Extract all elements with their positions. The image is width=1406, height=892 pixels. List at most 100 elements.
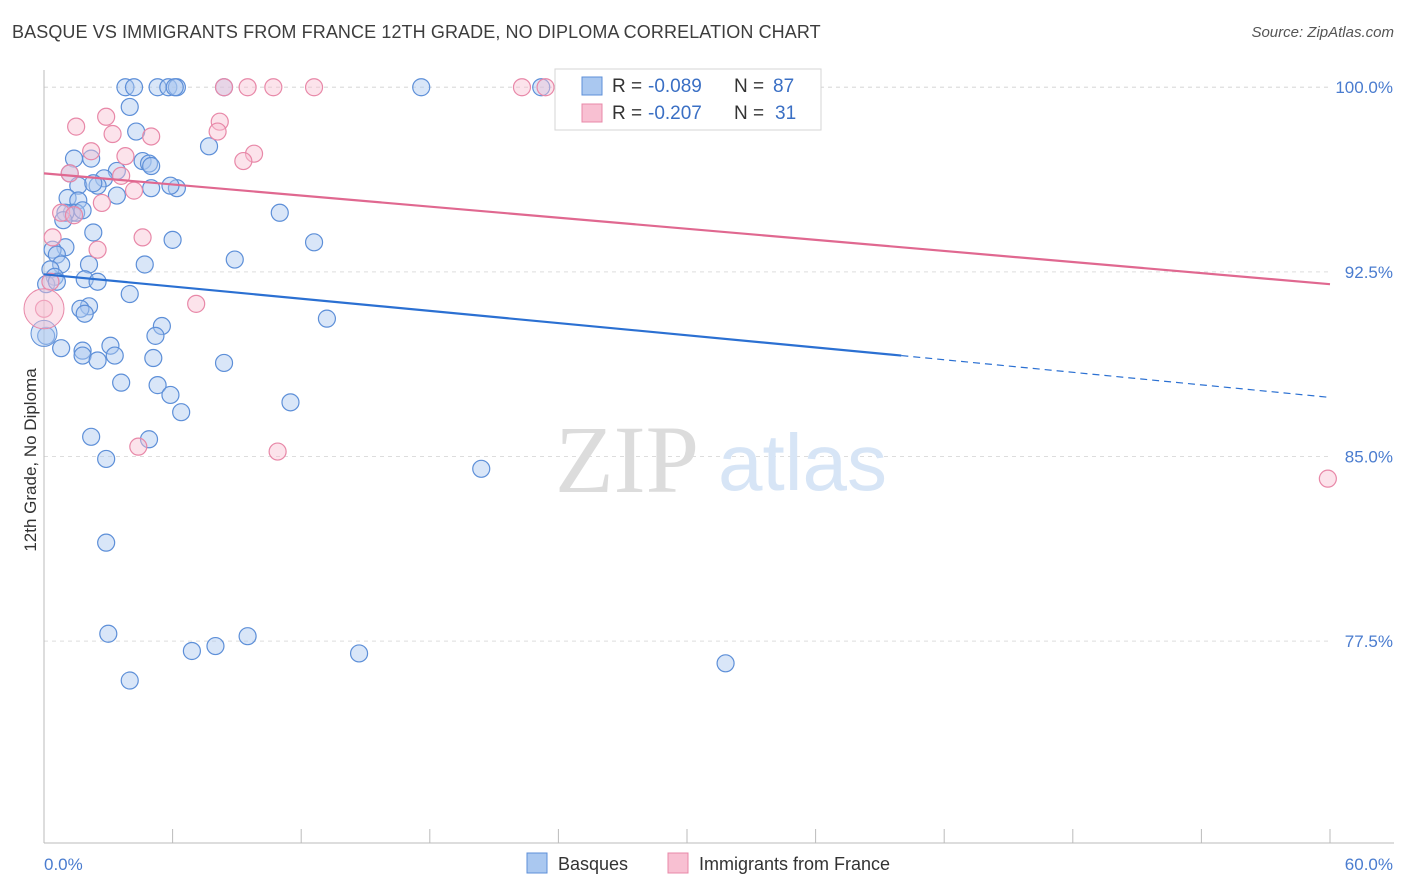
legend-n-label-2: N = bbox=[734, 103, 764, 124]
point-france bbox=[133, 228, 152, 247]
series-france bbox=[23, 78, 1337, 488]
watermark-zip: ZIP bbox=[555, 406, 699, 513]
point-basques bbox=[532, 78, 551, 97]
point-basques bbox=[97, 449, 116, 469]
legend-r-label-2: R = bbox=[612, 103, 642, 124]
point-basques bbox=[161, 385, 180, 405]
point-france bbox=[129, 437, 148, 456]
point-france bbox=[264, 78, 283, 97]
point-france bbox=[43, 228, 62, 247]
legend-r-value-1: -0.089 bbox=[648, 76, 702, 97]
y-tick-labels: 100.0% 92.5% 85.0% 77.5% bbox=[1335, 78, 1393, 651]
point-basques bbox=[97, 533, 116, 552]
point-france bbox=[97, 107, 116, 126]
point-basques bbox=[82, 427, 101, 446]
point-basques bbox=[270, 203, 289, 222]
y-axis-label: 12th Grade, No Diploma bbox=[21, 368, 40, 552]
point-basques bbox=[75, 304, 94, 323]
point-basques bbox=[88, 272, 107, 291]
point-france bbox=[1318, 469, 1337, 488]
point-france bbox=[536, 78, 555, 97]
point-basques bbox=[144, 348, 163, 368]
point-basques bbox=[120, 97, 139, 117]
point-france bbox=[187, 294, 206, 313]
point-france bbox=[238, 78, 257, 97]
point-basques bbox=[146, 326, 165, 345]
series-basques bbox=[30, 78, 772, 690]
point-basques bbox=[165, 78, 184, 97]
point-basques bbox=[84, 223, 103, 242]
point-france bbox=[82, 142, 101, 161]
point-france bbox=[34, 299, 54, 318]
gridlines bbox=[44, 86, 1330, 642]
legend-n-label-1: N = bbox=[734, 76, 764, 97]
x-tick-label-left: 0.0% bbox=[44, 855, 83, 874]
bottom-legend-label-basques: Basques bbox=[558, 854, 628, 874]
y-tick-label: 77.5% bbox=[1345, 632, 1393, 651]
point-basques bbox=[163, 230, 182, 249]
legend-r-value-2: -0.207 bbox=[648, 103, 702, 124]
source-credit: Source: ZipAtlas.com bbox=[1251, 24, 1394, 41]
point-basques bbox=[317, 309, 337, 328]
chart-title: BASQUE VS IMMIGRANTS FROM FRANCE 12TH GR… bbox=[12, 22, 821, 42]
point-basques bbox=[152, 316, 171, 336]
point-france bbox=[103, 124, 122, 144]
point-basques bbox=[139, 430, 159, 449]
point-basques bbox=[99, 624, 118, 643]
point-basques bbox=[281, 393, 300, 412]
point-basques bbox=[139, 154, 159, 173]
point-basques bbox=[135, 255, 154, 274]
point-france bbox=[234, 151, 253, 171]
point-basques bbox=[105, 346, 124, 365]
x-tick-label-right: 60.0% bbox=[1345, 855, 1393, 874]
point-france bbox=[124, 181, 144, 200]
point-basques bbox=[349, 644, 369, 663]
point-basques bbox=[142, 156, 161, 176]
trend-lines bbox=[43, 172, 1331, 399]
point-basques bbox=[120, 671, 139, 690]
point-france bbox=[60, 164, 79, 183]
bottom-legend-swatch-basques bbox=[526, 852, 548, 874]
trend-line-basques-extension bbox=[901, 354, 1331, 399]
watermark-atlas: atlas bbox=[718, 418, 887, 507]
point-basques bbox=[304, 233, 324, 252]
point-france bbox=[268, 442, 287, 461]
series-legend: Basques Immigrants from France bbox=[526, 852, 890, 874]
point-basques bbox=[199, 137, 219, 156]
point-basques bbox=[472, 459, 491, 478]
trend-line-basques bbox=[43, 273, 902, 357]
y-tick-label: 85.0% bbox=[1345, 448, 1393, 467]
point-basques bbox=[124, 78, 144, 97]
point-basques bbox=[73, 201, 92, 220]
point-basques bbox=[172, 403, 191, 422]
point-france bbox=[304, 78, 324, 97]
y-tick-label: 92.5% bbox=[1345, 263, 1393, 282]
point-basques bbox=[120, 284, 139, 304]
point-basques bbox=[101, 336, 120, 355]
point-basques bbox=[107, 186, 126, 205]
trend-line-france bbox=[43, 172, 1331, 286]
point-france bbox=[208, 122, 227, 141]
point-basques bbox=[112, 373, 131, 392]
point-france bbox=[64, 206, 84, 225]
point-france bbox=[67, 117, 86, 136]
point-france bbox=[112, 166, 131, 185]
bottom-legend-label-france: Immigrants from France bbox=[699, 854, 890, 874]
point-basques bbox=[238, 627, 257, 646]
point-france bbox=[244, 144, 264, 163]
legend-r-label-1: R = bbox=[612, 76, 642, 97]
point-france bbox=[512, 78, 532, 97]
point-basques bbox=[412, 78, 431, 97]
point-france bbox=[116, 147, 135, 166]
legend-n-value-2: 31 bbox=[775, 103, 796, 124]
point-basques bbox=[206, 636, 225, 656]
stats-legend: R = -0.089 N = 87 R = -0.207 N = 31 bbox=[554, 68, 822, 131]
y-tick-label: 100.0% bbox=[1335, 78, 1393, 97]
point-basques bbox=[79, 255, 99, 274]
legend-n-value-1: 87 bbox=[773, 76, 794, 97]
point-basques-large bbox=[30, 319, 58, 347]
point-basques bbox=[52, 339, 71, 358]
point-france bbox=[142, 127, 161, 146]
legend-swatch-basques bbox=[581, 76, 603, 96]
